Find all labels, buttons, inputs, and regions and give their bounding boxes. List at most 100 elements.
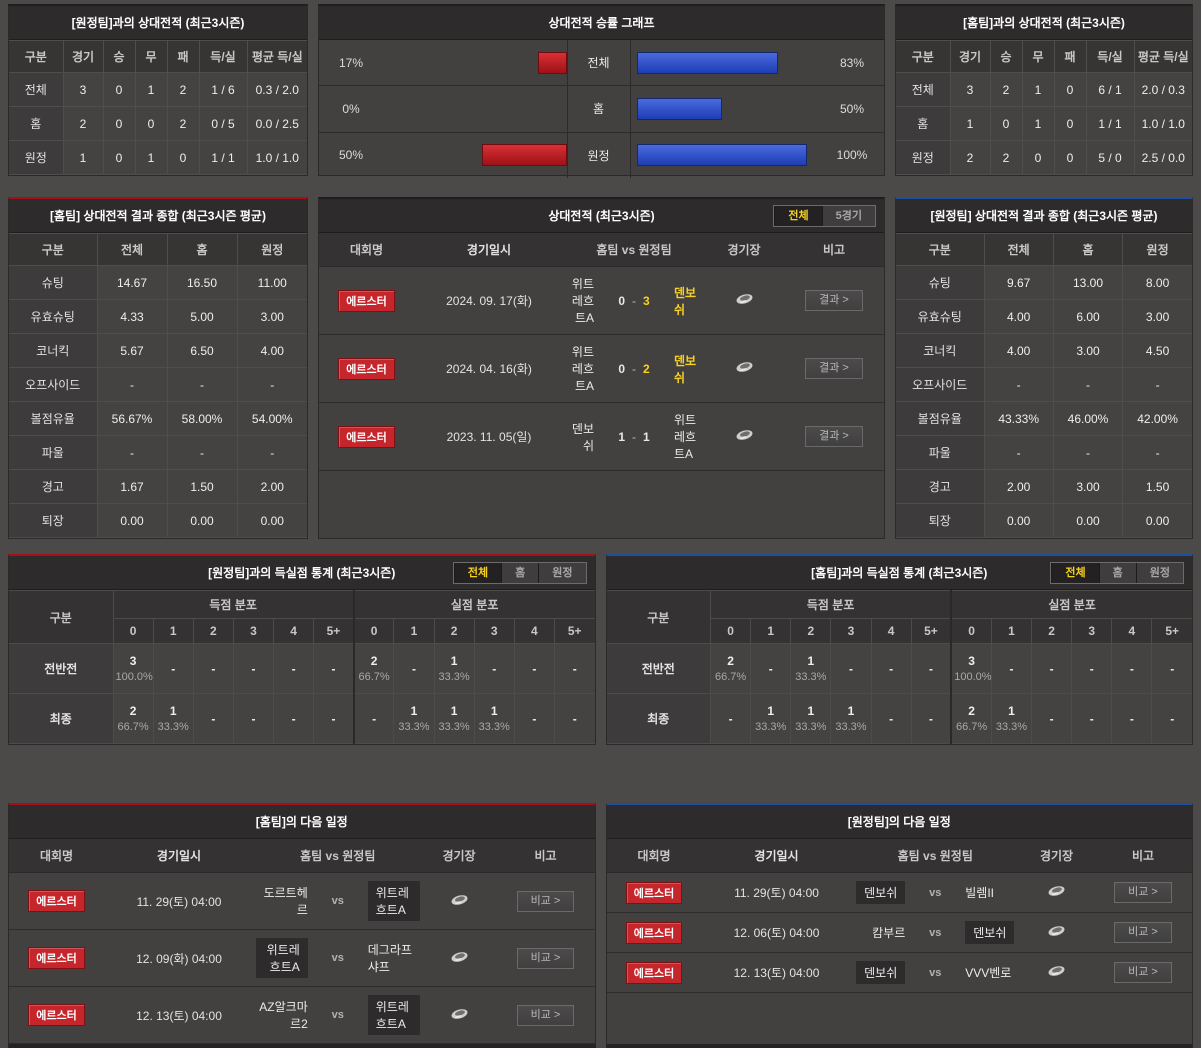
- h2h-matches-panel: 상대전적 (최근3시즌) 전체 5경기 대회명 경기일시 홈팀 vs 원정팀 경기…: [318, 197, 885, 539]
- table-header-row: 0 1 2 3 4 5+ 0 1 2 3 4 5+: [607, 618, 1192, 644]
- league-badge: 에르스터: [28, 947, 85, 969]
- result-button[interactable]: 결과 >: [805, 290, 863, 311]
- cell-value: 2.00: [983, 469, 1054, 504]
- venue-tab[interactable]: 전체: [1051, 562, 1099, 583]
- table-row: 코너킥 4.00 3.00 4.50: [896, 333, 1192, 368]
- cell-value: 0.00: [166, 503, 238, 538]
- col-header: 1: [152, 618, 194, 644]
- col-header: 2: [433, 618, 475, 644]
- away-goal-stats-tabs: 전체 홈 원정: [452, 561, 587, 584]
- away-score: 1: [643, 429, 650, 444]
- home-score: 0: [618, 361, 625, 376]
- row-label: 퇴장: [9, 503, 98, 538]
- stat-cell: -: [393, 643, 435, 694]
- cell-value: -: [1122, 367, 1192, 402]
- cell-value: 5.67: [96, 333, 168, 368]
- cell-value: -: [166, 435, 238, 470]
- home-bar-area: [383, 86, 568, 132]
- vs-label: vs: [929, 886, 942, 899]
- compare-button[interactable]: 비교 >: [1114, 962, 1172, 983]
- cell-value: 1: [1021, 106, 1055, 141]
- result-button[interactable]: 결과 >: [805, 358, 863, 379]
- row-label: 슈팅: [9, 265, 98, 300]
- venue-tab[interactable]: 원정: [538, 562, 586, 583]
- home-pct-label: 17%: [338, 55, 364, 70]
- score-separator: -: [632, 361, 636, 376]
- venue-tab[interactable]: 전체: [453, 562, 502, 583]
- stat-cell: 3 100.0%: [950, 643, 992, 694]
- cell-value: 4.00: [236, 333, 307, 368]
- stat-cell: -: [272, 693, 315, 744]
- home-pct-label: 50%: [338, 148, 364, 163]
- compare-button[interactable]: 비교 >: [516, 1004, 575, 1026]
- home-goal-stats-panel: [홈팀]과의 득실점 통계 (최근3시즌) 전체 홈 원정 구분 득점 분포 실점 …: [605, 554, 1193, 745]
- cell-value: -: [1122, 435, 1192, 470]
- cell-value: 1.67: [96, 469, 168, 504]
- stat-cell: -: [1111, 643, 1153, 694]
- stat-cell: -: [473, 643, 515, 694]
- league-badge: 에르스터: [625, 961, 683, 984]
- stat-cell: 1 33.3%: [990, 693, 1033, 744]
- stat-cell: 3 100.0%: [112, 643, 154, 694]
- cell-value: 3.00: [1122, 299, 1192, 334]
- venue-tab[interactable]: 원정: [1135, 562, 1183, 583]
- col-header: 비고: [1131, 849, 1155, 863]
- cell-value: 0.00: [1122, 503, 1192, 538]
- row-label: 볼점유율: [9, 401, 98, 436]
- chart-category-label: 전체: [587, 56, 610, 71]
- match-teams: 도르트헤르 vs 위트레흐트A: [254, 873, 422, 929]
- cell-value: -: [1052, 367, 1124, 402]
- col-header: 구분: [9, 590, 114, 644]
- col-header: 패: [1053, 40, 1087, 73]
- match-date: 12. 13(토) 04:00: [733, 966, 820, 980]
- stat-cell: -: [553, 643, 595, 694]
- col-header: 경기: [949, 40, 991, 73]
- table-row: 파울 - - -: [9, 435, 307, 470]
- compare-button[interactable]: 비교 >: [1114, 922, 1172, 943]
- match-date: 2024. 04. 16(화): [446, 362, 532, 376]
- stat-cell: 1 33.3%: [790, 693, 832, 744]
- period-tab[interactable]: 5경기: [821, 205, 875, 226]
- cell-value: 2: [62, 106, 104, 141]
- col-header: 4: [513, 618, 555, 644]
- col-header: 5+: [910, 618, 952, 644]
- col-header: 3: [1071, 618, 1113, 644]
- col-header: 득/실: [198, 40, 248, 73]
- table-row: 전체 3 0 1 2 1 / 6 0.3 / 2.0: [9, 72, 307, 107]
- stat-cell: 1 33.3%: [433, 693, 475, 744]
- away-score: 2: [643, 361, 650, 376]
- col-header: 원정: [1122, 233, 1192, 266]
- home-goal-stats-tabs: 전체 홈 원정: [1050, 561, 1184, 584]
- chart-row: 50% 원정 100%: [319, 131, 884, 178]
- col-header: 4: [870, 618, 912, 644]
- cell-value: 9.67: [983, 265, 1054, 300]
- home-h2h-record-panel: [홈팀]과의 상대전적 (최근3시즌) 구분 경기 승 무 패 득/실 평균 득…: [895, 4, 1193, 176]
- cell-value: 1.0 / 1.0: [246, 140, 307, 175]
- compare-button[interactable]: 비교 >: [516, 947, 575, 969]
- away-bar-area: [629, 40, 821, 86]
- compare-button[interactable]: 비교 >: [1114, 882, 1172, 903]
- panel-title-text: [홈팀]과의 득실점 통계 (최근3시즌): [811, 566, 988, 580]
- cell-value: 1: [134, 140, 168, 175]
- col-header: 경기: [62, 40, 104, 73]
- cell-value: 1: [1021, 72, 1055, 107]
- table-header-row: 구분 전체 홈 원정: [9, 233, 307, 266]
- result-button[interactable]: 결과 >: [805, 426, 863, 447]
- stat-cell: -: [513, 643, 555, 694]
- venue-tab[interactable]: 홈: [1098, 562, 1136, 583]
- winrate-chart-panel: 상대전적 승률 그래프 17% 전체 83% 0%: [318, 4, 885, 178]
- match-score: 0-2: [594, 362, 674, 376]
- league-badge: 에르스터: [625, 881, 683, 904]
- col-header: 0: [352, 618, 395, 644]
- score-separator: -: [632, 429, 636, 444]
- match-row: 에르스터 2024. 04. 16(화) 위트레흐트A 0-2 덴보쉬: [319, 335, 884, 403]
- period-tab[interactable]: 전체: [774, 205, 822, 226]
- compare-button[interactable]: 비교 >: [516, 890, 575, 912]
- cell-value: 14.67: [96, 265, 168, 300]
- stat-cell: 1 33.3%: [152, 693, 194, 744]
- venue-tab[interactable]: 홈: [501, 562, 539, 583]
- stat-cell: -: [990, 643, 1033, 694]
- col-header: 구분: [9, 233, 98, 266]
- away-team-name: 데그라프샤프: [367, 943, 412, 974]
- col-header: 구분: [896, 233, 985, 266]
